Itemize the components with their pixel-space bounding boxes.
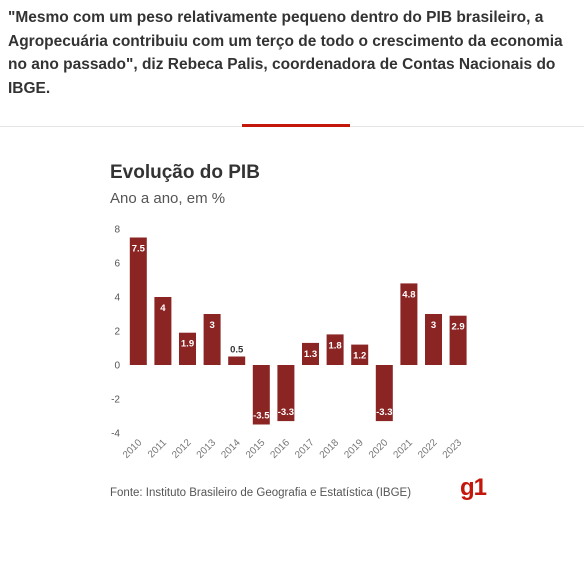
chart-subtitle: Ano a ano, em %	[110, 190, 226, 207]
bar-2017	[302, 342, 319, 365]
bar-2019	[351, 344, 369, 365]
y-tick-label: 2	[114, 327, 120, 338]
data-label: 4	[160, 303, 166, 314]
data-label: 1.8	[328, 340, 341, 351]
article-quote: "Mesmo com um peso relativamente pequeno…	[8, 9, 563, 97]
y-tick-label: 4	[114, 293, 120, 304]
data-label: 0.5	[230, 345, 244, 356]
x-tick-label: 2021	[392, 437, 416, 461]
y-tick-label: -4	[111, 429, 120, 440]
bar-2013	[203, 314, 221, 365]
x-tick-label: 2022	[416, 437, 440, 461]
x-tick-label: 2018	[318, 437, 342, 461]
data-label: 1.2	[353, 351, 366, 362]
y-tick-label: 8	[114, 225, 120, 236]
y-axis-ticks: 8 6 4 2 0 -2 -4	[111, 225, 120, 440]
bar-2015	[252, 365, 270, 425]
bar-2023	[449, 315, 467, 365]
bar-2016	[277, 365, 295, 422]
x-tick-label: 2023	[441, 437, 465, 461]
data-label: 4.8	[402, 289, 415, 300]
bar-2021	[400, 283, 418, 365]
divider-accent	[242, 124, 350, 127]
g1-logo: g1	[460, 474, 487, 501]
data-label: 3	[209, 320, 214, 331]
x-tick-label: 2019	[342, 437, 366, 461]
bar-2014	[228, 356, 246, 365]
bar-2018	[326, 334, 344, 365]
data-label: -3.3	[376, 407, 392, 418]
x-tick-label: 2015	[244, 437, 268, 461]
data-label: -3.3	[278, 407, 294, 418]
data-label: 2.9	[451, 322, 464, 333]
chart-source: Fonte: Instituto Brasileiro de Geografia…	[110, 487, 412, 499]
x-tick-label: 2011	[146, 437, 169, 460]
y-tick-label: 0	[114, 361, 120, 372]
chart-title: Evolução do PIB	[110, 162, 260, 183]
y-tick-label: 6	[114, 259, 120, 270]
bar-2022	[425, 314, 442, 365]
data-label: 1.9	[181, 339, 194, 350]
x-tick-label: 2017	[293, 437, 317, 461]
x-tick-label: 2020	[367, 437, 391, 461]
bar-2020	[375, 365, 393, 422]
x-axis-ticks: 2010 2011 2012 2013 2014 2015 2016 2017 2018 2019…	[121, 437, 465, 461]
bar-2011	[154, 297, 172, 365]
bars: 7.5 4 1.9 3 0.5 -3.5 -3.3 1.3 1.8 1.2 -3.3 4.8 3 2.9	[129, 237, 467, 425]
x-tick-label: 2014	[219, 437, 243, 461]
bar-2010	[129, 237, 147, 365]
data-label: 7.5	[132, 244, 146, 255]
x-tick-label: 2013	[195, 437, 219, 461]
y-tick-label: -2	[111, 395, 120, 406]
data-label: -3.5	[253, 411, 270, 422]
bar-2012	[179, 332, 196, 365]
data-label: 1.3	[304, 349, 317, 360]
data-label: 3	[431, 320, 436, 331]
x-tick-label: 2012	[170, 437, 194, 461]
x-tick-label: 2010	[121, 437, 145, 461]
x-tick-label: 2016	[269, 437, 293, 461]
